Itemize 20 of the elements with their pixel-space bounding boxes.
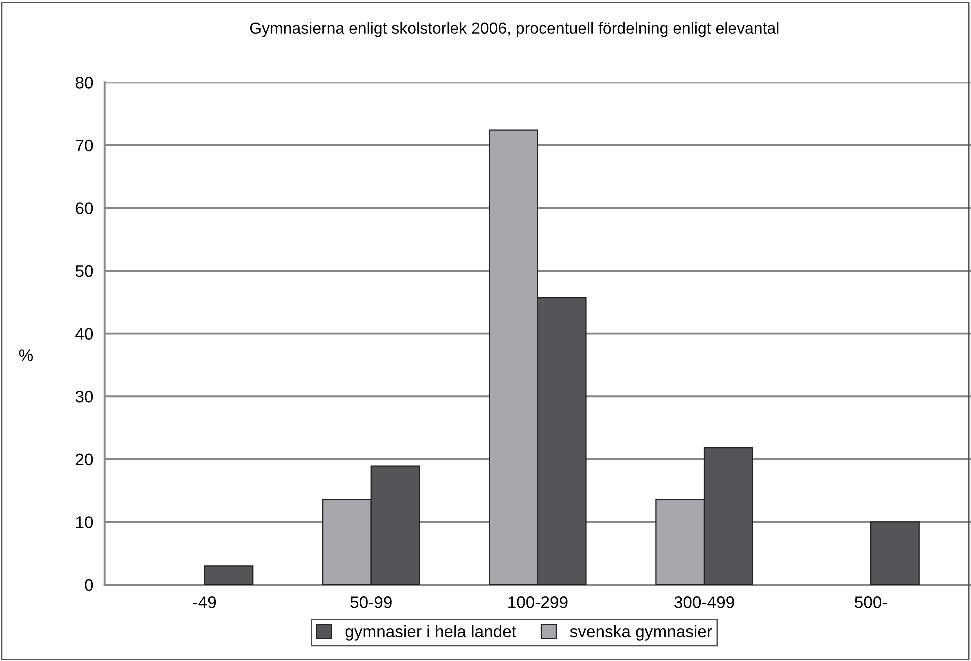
x-tick-label: 500- <box>855 596 887 608</box>
x-tick-label: 50-99 <box>350 596 392 608</box>
y-tick-label: 80 <box>76 77 94 89</box>
x-tick-label: 100-299 <box>508 596 568 608</box>
y-tick-label: 70 <box>76 140 94 152</box>
y-tick-label: 30 <box>76 391 94 403</box>
x-tick-label: -49 <box>194 596 216 608</box>
y-tick-label: 50 <box>76 265 94 278</box>
chart-title: Gymnasierna enligt skolstorlek 2006, procentuell fördelning enligt elevantal <box>250 22 779 38</box>
y-tick-label: 0 <box>85 579 94 592</box>
bar <box>870 522 920 585</box>
y-tick-label: 10 <box>76 516 94 528</box>
y-tick-label: 20 <box>76 454 94 466</box>
y-axis-title: % <box>19 350 34 362</box>
y-tick-label: 40 <box>76 328 94 340</box>
y-tick-label: 60 <box>76 202 94 214</box>
legend-label: gymnasier i hela landet <box>346 625 516 641</box>
x-tick-label: 300-499 <box>674 596 734 608</box>
bar <box>204 566 254 585</box>
legend-label: svenska gymnasier <box>570 625 712 641</box>
